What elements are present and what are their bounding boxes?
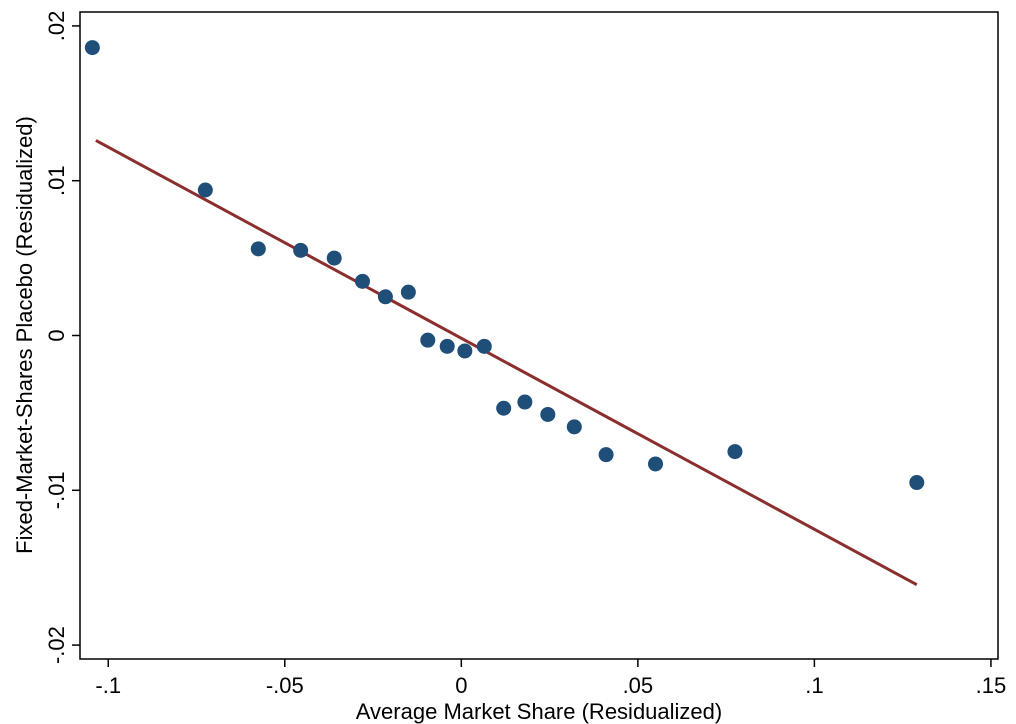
scatter-point: [326, 250, 342, 266]
x-tick-label: 0: [455, 673, 467, 698]
scatter-point: [293, 242, 309, 258]
fit-line-group: [95, 139, 918, 587]
x-tick-label: -.05: [266, 673, 304, 698]
scatter-point: [250, 241, 266, 257]
scatter-point: [727, 444, 743, 460]
scatter-point: [476, 338, 492, 354]
scatter-point: [496, 400, 512, 416]
x-tick-label: .05: [623, 673, 654, 698]
data-points: [84, 40, 925, 491]
scatter-point: [517, 394, 533, 410]
scatter-point: [420, 332, 436, 348]
x-tick-label: .1: [805, 673, 823, 698]
scatter-point: [457, 343, 473, 359]
x-tick-label: .15: [976, 673, 1007, 698]
scatter-point: [540, 406, 556, 422]
scatter-point: [598, 447, 614, 463]
y-tick-label: .01: [44, 165, 69, 196]
scatter-point: [439, 338, 455, 354]
y-tick-label: .02: [44, 11, 69, 42]
scatter-point: [377, 289, 393, 305]
scatter-point: [909, 475, 925, 491]
y-tick-label: -.02: [44, 626, 69, 664]
x-tick-label: -.1: [95, 673, 121, 698]
y-axis: -.02 -.01 0 .01 .02: [44, 11, 80, 664]
plot-frame: [79, 11, 999, 660]
scatter-point: [197, 182, 213, 198]
scatter-point: [354, 273, 370, 289]
y-axis-label: Fixed-Market-Shares Placebo (Residualize…: [12, 116, 37, 554]
scatter-point: [400, 284, 416, 300]
x-axis-label: Average Market Share (Residualized): [356, 699, 722, 724]
fit-line: [95, 139, 918, 587]
y-tick-label: 0: [44, 329, 69, 341]
scatter-point: [648, 456, 664, 472]
x-axis: -.1 -.05 0 .05 .1 .15: [95, 659, 1006, 698]
scatter-point: [84, 40, 100, 56]
y-tick-label: -.01: [44, 471, 69, 509]
scatter-point: [566, 419, 582, 435]
